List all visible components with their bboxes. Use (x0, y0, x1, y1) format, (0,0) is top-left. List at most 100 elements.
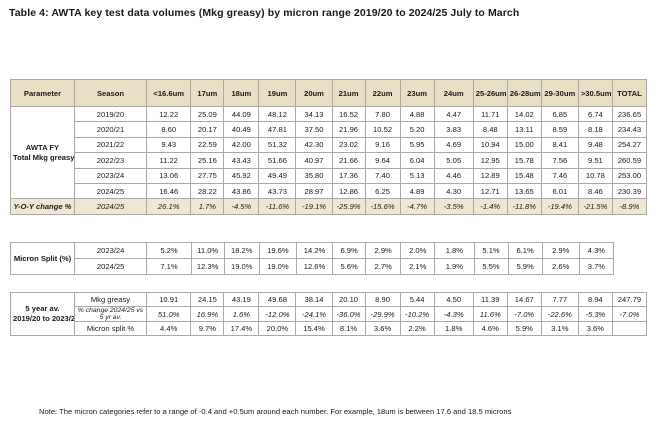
header-cell: Season (73, 79, 148, 107)
table-cell: 4.6% (472, 321, 508, 336)
table-cell: 4.47 (433, 105, 474, 123)
table-cell: 6.04 (399, 152, 435, 169)
table-cell: 5.20 (399, 121, 435, 138)
table-cell: 13.11 (506, 121, 542, 138)
yoy-row: Y-O-Y change % 2024/25 26.1% 1.7% -4.5% -11.6… (10, 198, 648, 215)
table-cell: -11.6% (258, 198, 297, 215)
parameter-label: Micron Split (%) (9, 242, 76, 275)
table-cell: 16.9% (190, 306, 225, 322)
table-row: 2020/21 8.60 20.17 40.49 47.81 37.50 21.96 10.5… (11, 121, 648, 138)
header-cell: 19um (258, 79, 297, 107)
table-cell: 2024/25 (74, 258, 148, 275)
table-cell: -5.3% (577, 306, 613, 322)
table-cell: -25.9% (331, 198, 366, 215)
table-cell: 7.46 (540, 167, 579, 184)
table-cell: 5.05 (433, 152, 474, 169)
table-cell: 24.15 (190, 292, 225, 307)
table-cell: 4.88 (399, 105, 435, 123)
parameter-line: 2019/20 to 2023/24 (13, 314, 75, 323)
table-cell: 21.96 (331, 121, 366, 138)
table-cell: 38.14 (295, 292, 333, 307)
table-cell: 7.56 (540, 152, 579, 169)
table-cell: 5.44 (399, 292, 435, 307)
table-cell: 43.86 (223, 182, 260, 200)
table-cell: 26.1% (146, 198, 192, 215)
table-cell: 5.2% (146, 242, 192, 259)
table-cell: 234.43 (611, 121, 648, 138)
table-cell: 6.1% (507, 242, 543, 259)
table-cell: 19.0% (223, 258, 260, 275)
table-cell: 42.00 (223, 136, 260, 154)
parameter-line: AWTA FY (25, 142, 60, 152)
table-cell: 17.4% (223, 321, 260, 336)
table-cell: 42.30 (295, 136, 333, 154)
table-cell: -1.4% (472, 198, 508, 215)
table-cell: 28.97 (295, 182, 333, 200)
table-cell: 5.9% (507, 258, 543, 275)
table-cell: -22.6% (540, 306, 579, 322)
parameter-label: AWTA FY Total Mkg greasy (10, 105, 75, 200)
table-cell: 230.39 (611, 182, 648, 200)
table-cell: 13.06 (146, 167, 192, 184)
table-cell: 49.68 (258, 292, 297, 307)
header-cell: 20um (295, 79, 333, 107)
table-cell: 12.71 (472, 182, 508, 200)
table-title: Table 4: AWTA key test data volumes (Mkg… (9, 7, 520, 19)
table-cell: 2.1% (400, 258, 436, 275)
table-cell: 247.79 (611, 292, 648, 307)
header-cell: 26-28um (506, 79, 542, 107)
table-cell: 23.02 (331, 136, 366, 154)
table-cell: 260.59 (611, 152, 648, 169)
table-cell: 18.2% (223, 242, 260, 259)
table-cell: 254.27 (611, 136, 648, 154)
table-cell: 2.9% (541, 242, 580, 259)
table-cell: 5.1% (473, 242, 509, 259)
table-row: Micron Split (%) 2023/24 5.2% 11.0% 18.2% 19.… (9, 242, 615, 275)
table-cell: -10.2% (399, 306, 435, 322)
table-cell: Mkg greasy (73, 292, 148, 307)
table-cell: 3.83 (433, 121, 474, 138)
header-cell: Parameter (10, 79, 75, 107)
table-cell: 4.46 (433, 167, 474, 184)
table-cell: -3.5% (433, 198, 474, 215)
header-cell: TOTAL (611, 79, 648, 107)
table-cell: 8.90 (364, 292, 401, 307)
table-cell: 3.6% (577, 321, 613, 336)
table-cell: 19.6% (258, 242, 297, 259)
table-cell: 16.52 (331, 105, 366, 123)
table-cell: 22.59 (190, 136, 225, 154)
table-cell: 47.81 (258, 121, 297, 138)
table-cell: Micron split % (73, 321, 148, 336)
table-cell: 5.5% (473, 258, 509, 275)
table-cell: -24.1% (295, 306, 333, 322)
table-cell: 15.00 (506, 136, 542, 154)
table-cell: 20.0% (258, 321, 297, 336)
table-cell: 1.8% (433, 321, 474, 336)
table-cell: 51.0% (146, 306, 192, 322)
table-cell: 43.19 (223, 292, 260, 307)
table-cell: 15.48 (506, 167, 542, 184)
table-cell: 12.89 (472, 167, 508, 184)
table-cell: 7.77 (540, 292, 579, 307)
table-cell: 11.71 (472, 105, 508, 123)
parameter-line: Total Mkg greasy (13, 152, 75, 162)
header-cell: 22um (364, 79, 401, 107)
table-cell: 1.9% (434, 258, 475, 275)
table-cell: 11.39 (472, 292, 508, 307)
table-cell: 2.0% (400, 242, 436, 259)
table-cell: 4.30 (433, 182, 474, 200)
table-cell: 4.89 (399, 182, 435, 200)
table-cell: 2024/25 (73, 182, 148, 200)
table-cell: -4.3% (433, 306, 474, 322)
table-cell: 2023/24 (74, 242, 148, 259)
table-cell: 6.01 (540, 182, 579, 200)
table-cell: 10.94 (472, 136, 508, 154)
table-cell: 6.85 (540, 105, 579, 123)
table-row: 5 year av. 2019/20 to 2023/24 Mkg greasy 10… (10, 292, 648, 336)
table-cell: -36.0% (331, 306, 366, 322)
parameter-label: 5 year av. 2019/20 to 2023/24 (10, 292, 75, 336)
table-cell: 14.02 (506, 105, 542, 123)
table-cell: 9.7% (190, 321, 225, 336)
header-cell: 18um (223, 79, 260, 107)
table-cell: 8.1% (331, 321, 366, 336)
